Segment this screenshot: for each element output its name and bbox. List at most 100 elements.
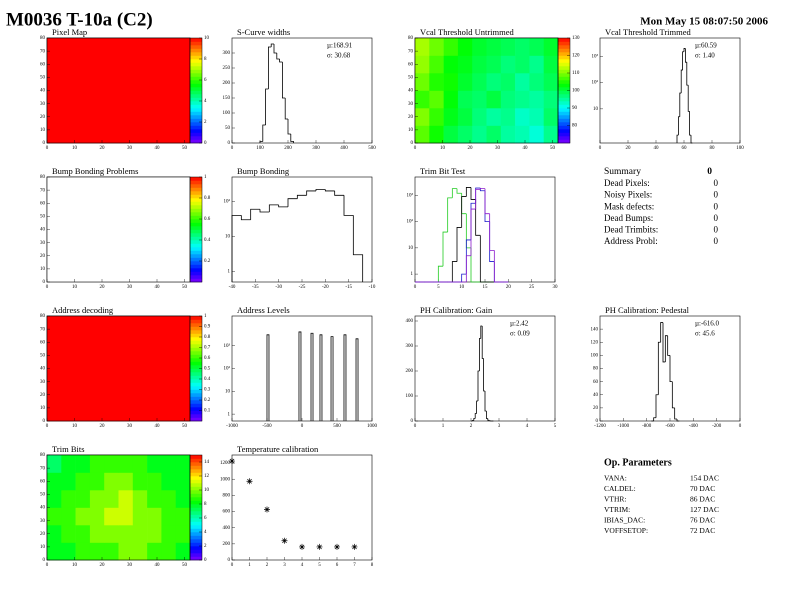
heat-cell [429,90,444,109]
hist-bin [270,43,274,47]
y-tick-label: 200 [223,542,231,547]
z-tick-label: 6 [204,516,207,521]
x-tick-label: -600 [665,424,675,429]
colorbar-step [558,48,570,53]
x-tick-label: -30 [275,285,282,290]
x-tick-label: 10 [72,285,78,290]
heat-cell [457,108,473,126]
hist-bin [278,204,288,208]
y-tick-label: 60 [40,62,46,67]
hist-bin [680,69,683,94]
heat-cell [529,73,544,91]
heat-cell [443,108,459,126]
colorbar-step [190,386,202,390]
y-tick-label: 600 [223,510,231,515]
x-tick-label: 20 [468,146,474,151]
hist-bin [679,92,682,117]
y-tick-label: 80 [40,175,46,180]
hist-bin [676,419,680,422]
hist-bin [265,88,269,125]
x-tick-label: 25 [529,285,535,290]
y-tick-label: 0 [43,280,46,285]
colorbar-step [190,462,202,466]
x-tick-label: 2 [266,563,269,568]
hist-bin [662,322,666,363]
stat-text: σ: 1.40 [695,52,715,60]
spike [310,332,314,421]
hist-bin [315,189,326,191]
hist-bin [484,391,487,412]
hist-bin [479,188,485,190]
panel-title: S-Curve widths [237,27,290,37]
z-tick-label: 0.6 [204,356,211,361]
heat-cell [457,90,473,109]
heat-cell [118,525,134,543]
x-tick-label: 0 [414,285,417,290]
hist-bin [489,213,495,251]
colorbar-step [190,187,202,192]
x-tick-label: 50 [182,424,188,429]
y-tick-label: 100 [223,111,231,116]
spike [266,334,270,421]
summary-label: Dead Pixels: [604,178,650,188]
heat-cell [500,125,516,144]
heat-cell [515,55,530,74]
colorbar-step [190,493,202,498]
colorbar-step [190,90,202,95]
colorbar-step [558,118,570,123]
x-tick-label: 20 [100,563,106,568]
y-tick-label: 200 [223,81,231,86]
y-tick-label: 0 [43,419,46,424]
summary-title: Summary [604,167,641,177]
z-tick-label: 2 [204,120,207,125]
y-tick-label: 10² [592,80,599,86]
colorbar-step [190,393,202,397]
heat-cell [161,542,176,561]
summary-label: Dead Trimbits: [604,224,658,234]
x-tick-label: 50 [182,285,188,290]
colorbar-step [190,233,202,237]
y-tick-label: 20 [40,532,46,537]
x-tick-label: 0 [739,424,742,429]
y-tick-label: 0 [228,558,231,563]
hist-bin [465,187,471,197]
colorbar-step [190,351,202,355]
panel-title: Pixel Map [52,27,87,37]
summary-value: 0 [714,224,719,234]
y-tick-label: 10² [224,199,231,205]
hist-bin [473,418,476,421]
colorbar-step [558,122,570,126]
heat-cell [515,90,530,109]
summary-value: 0 [714,201,719,211]
heat-cell [486,90,502,109]
y-tick-label: 30 [408,102,414,107]
x-tick-label: 40 [155,563,161,568]
hist-bin [287,119,291,135]
colorbar-step [190,511,202,515]
colorbar-step [190,208,202,213]
heat-cell [515,125,530,144]
colorbar-step [558,87,570,91]
heat-cell [161,472,176,491]
heat-cell [47,38,191,144]
z-tick-label: 1 [204,175,207,180]
hist-bin [447,197,453,233]
y-tick-label: 40 [408,89,414,94]
heat-cell [486,55,502,74]
heat-cell [147,455,162,473]
colorbar-step [190,62,202,67]
hist-bin [667,335,670,356]
heat-cell [429,108,444,126]
y-tick-label: 50 [225,126,231,131]
y-tick-label: 20 [408,115,414,120]
y-tick-label: 80 [593,367,599,372]
summary-total: 0 [707,167,712,177]
colorbar-step [190,254,202,258]
x-tick-label: 1 [248,563,251,568]
heat-cell [543,73,559,91]
x-tick-label: 0 [414,424,417,429]
stat-text: σ: 0.09 [510,330,530,338]
y-tick-label: 1200 [220,461,231,466]
x-tick-label: 10 [72,146,78,151]
hist-bin [461,273,467,282]
